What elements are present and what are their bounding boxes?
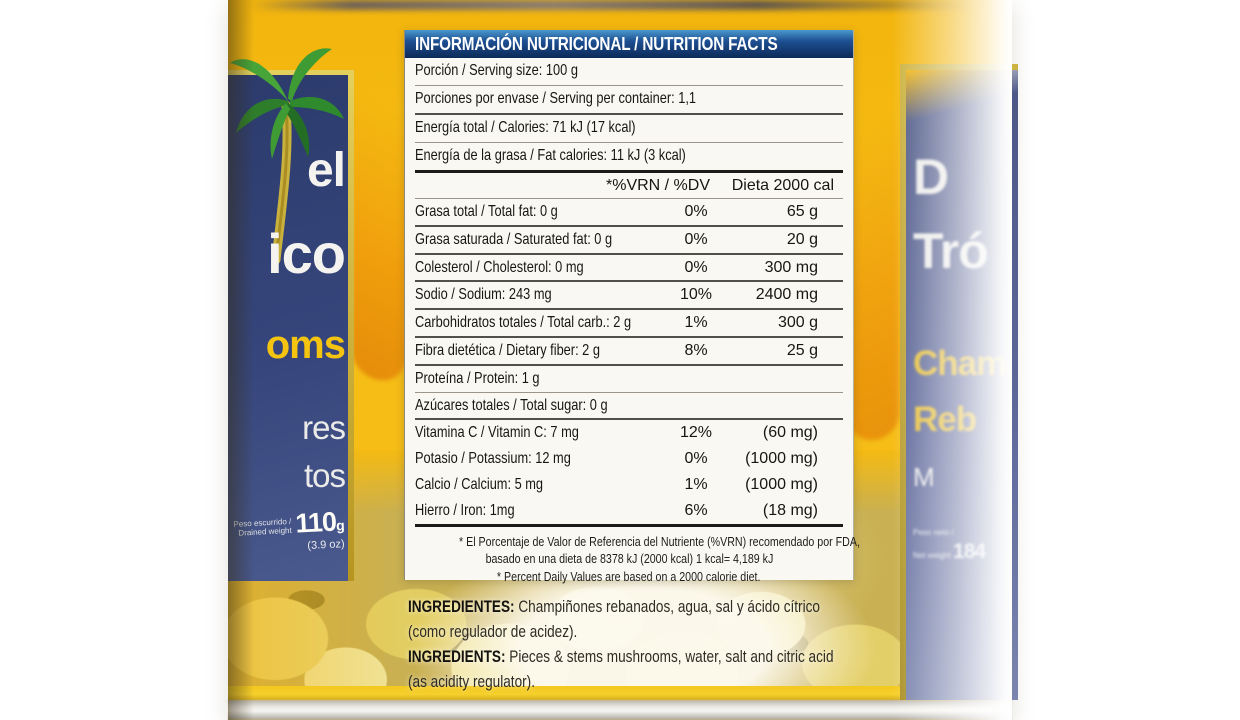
nutrient-row-potassium: Potasio / Potassium: 12 mg 0% (1000 mg) <box>415 450 818 468</box>
nutrient-row-total-carb: Carbohidratos totales / Total carb.: 2 g… <box>415 310 843 338</box>
dv-column-header: *%VRN / %DV <box>605 177 711 194</box>
nutrition-facts-panel: INFORMACIÓN NUTRICIONAL / NUTRITION FACT… <box>404 30 860 584</box>
fat-calories-row: Energía de la grasa / Fat calories: 11 k… <box>415 143 843 173</box>
calories-row: Energía total / Calories: 71 kJ (17 kcal… <box>415 115 843 143</box>
ingredients-section: INGREDIENTES: Champiñones rebanados, agu… <box>408 594 878 694</box>
nutrient-row-total-fat: Grasa total / Total fat: 0 g 0% 65 g <box>415 199 843 227</box>
footnote: * El Porcentaje de Valor de Referencia d… <box>459 533 860 584</box>
can-top-rim <box>248 0 978 10</box>
shadow-overlay <box>228 0 254 720</box>
nutrition-facts-table: Porción / Serving size: 100 g Porciones … <box>405 58 860 585</box>
nutrition-facts-header: INFORMACIÓN NUTRICIONAL / NUTRITION FACT… <box>405 30 853 58</box>
serving-size-row: Porción / Serving size: 100 g <box>415 58 843 86</box>
product-name-fragment-mushrooms: oms <box>265 323 346 367</box>
nutrient-row-dietary-fiber: Fibra dietética / Dietary fiber: 2 g 8% 2… <box>415 338 843 366</box>
palm-leaf-decoration-left <box>352 76 406 384</box>
nutrient-row-saturated-fat: Grasa saturada / Saturated fat: 0 g 0% 20… <box>415 227 843 255</box>
label-bottom-band <box>228 686 1012 700</box>
nutrient-row-iron: Hierro / Iron: 1mg 6% (18 mg) <box>415 498 843 527</box>
nutrition-facts-title: INFORMACIÓN NUTRICIONAL / NUTRITION FACT… <box>415 33 778 54</box>
column-headers-row: *%VRN / %DV Dieta 2000 cal <box>415 173 843 199</box>
product-subtitle-fragment-2: tos <box>303 457 346 494</box>
nutrient-row-calcium: Calcio / Calcium: 5 mg 1% (1000 mg) <box>415 475 818 493</box>
servings-per-container-row: Porciones por envase / Serving per conta… <box>415 86 843 115</box>
product-subtitle-fragment-1: res <box>302 409 346 446</box>
nutrient-row-vitamin-c: Vitamina C / Vitamin C: 7 mg 12% (60 mg) <box>415 424 818 442</box>
nutrient-row-cholesterol: Colesterol / Cholesterol: 0 mg 0% 300 mg <box>415 255 843 283</box>
brand-name-fragment-tropico: ico <box>267 222 346 285</box>
highlight-overlay <box>892 0 1012 720</box>
drained-weight-value: 110g <box>294 506 345 539</box>
can-body: el ico oms res tos Peso escurrido / Drai… <box>228 0 1018 720</box>
ingredients-en: INGREDIENTS: Pieces & stems mushrooms, w… <box>408 647 834 691</box>
nutrient-row-protein: Proteína / Protein: 1 g <box>415 366 843 393</box>
diet-column-header: Dieta 2000 cal <box>731 177 834 194</box>
brand-name-fragment-del: el <box>306 144 346 197</box>
ingredients-es: INGREDIENTES: Champiñones rebanados, agu… <box>408 597 820 641</box>
nutrient-row-total-sugar: Azúcares totales / Total sugar: 0 g <box>415 393 843 421</box>
can-bottom-rim <box>228 700 1012 720</box>
nutrient-row-sodium: Sodio / Sodium: 243 mg 10% 2400 mg <box>415 282 843 311</box>
